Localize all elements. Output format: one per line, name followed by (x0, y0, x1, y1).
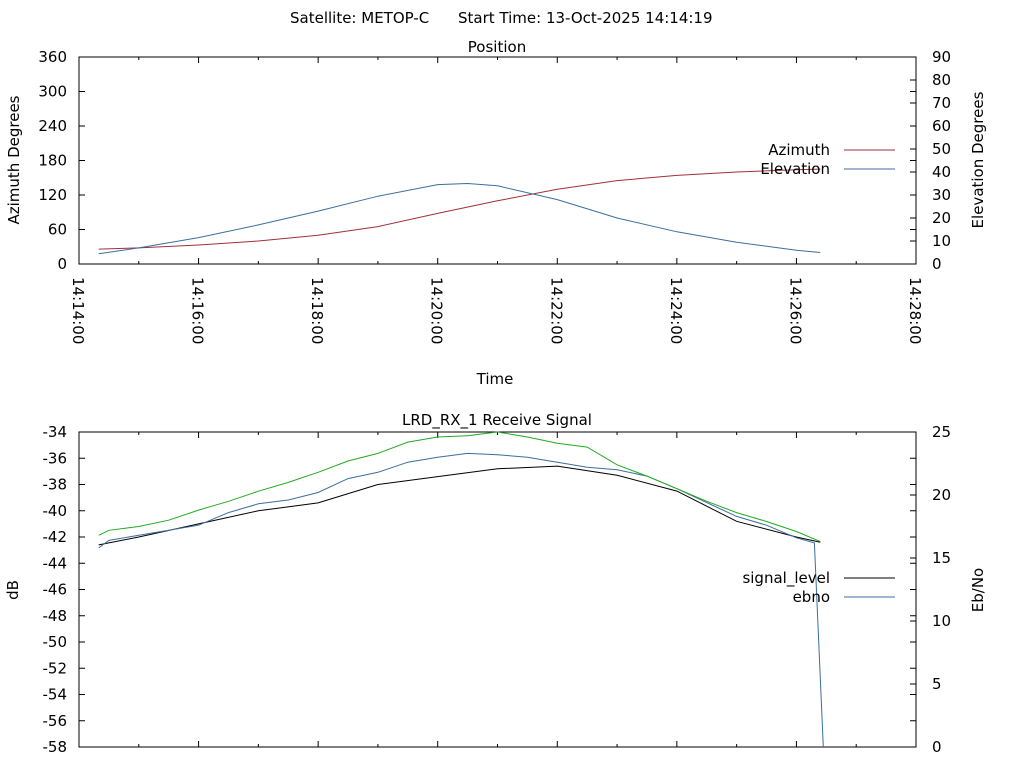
y-tick-label: -52 (43, 659, 68, 677)
y2-tick-label: 60 (932, 117, 951, 135)
signal-x-axis (78, 432, 917, 747)
y-tick-label: -58 (43, 738, 68, 756)
position-title: Position (468, 38, 526, 56)
signal-series (98, 431, 824, 748)
y-tick-label: 180 (38, 152, 67, 170)
position-x-axis: 14:14:00 14:16:00 14:18:00 14:20:00 14:22:00… (69, 57, 924, 344)
position-series (98, 168, 821, 255)
y-tick-label: 240 (38, 117, 67, 135)
signal-y2label: Eb/No (969, 568, 987, 612)
legend-label-ebno: ebno (793, 588, 830, 606)
series-line-elevation (98, 182, 821, 255)
y-tick-label: -48 (43, 607, 68, 625)
y-tick-label: -36 (43, 449, 68, 467)
y-tick-label: -40 (43, 502, 68, 520)
x-tick-label: 14:20:00 (428, 277, 446, 344)
y2-tick-label: 80 (932, 71, 951, 89)
x-tick-label: 14:28:00 (906, 277, 924, 344)
y2-tick-label: 25 (932, 423, 951, 441)
y-tick-label: 300 (38, 83, 67, 101)
signal-y-axis: -34 -36 -38 -40 -42 -44 -46 -48 -50 -52 -54 -56 -58 (43, 423, 916, 756)
y-tick-label: -34 (43, 423, 68, 441)
y-tick-label: 60 (48, 221, 67, 239)
y2-tick-label: 70 (932, 94, 951, 112)
signal-title: LRD_RX_1 Receive Signal (402, 411, 592, 430)
x-tick-label: 14:18:00 (308, 277, 326, 344)
y-tick-label: -38 (43, 476, 68, 494)
y2-tick-label: 0 (932, 738, 942, 756)
legend-label-signal-level: signal_level (742, 569, 830, 588)
position-y2-axis: 0 10 20 30 40 50 60 70 80 90 (910, 48, 951, 273)
series-line-ebno (98, 452, 824, 748)
start-time-label: Start Time: 13-Oct-2025 14:14:19 (458, 9, 713, 27)
y-tick-label: 0 (57, 255, 67, 273)
y2-tick-label: 10 (932, 612, 951, 630)
y2-tick-label: 90 (932, 48, 951, 66)
y2-tick-label: 20 (932, 486, 951, 504)
series-line-signal-level (98, 465, 821, 546)
y2-tick-label: 20 (932, 209, 951, 227)
satellite-label: Satellite: METOP-C (290, 9, 429, 27)
y2-tick-label: 0 (932, 255, 942, 273)
x-tick-label: 14:16:00 (189, 277, 207, 344)
position-y2label: Elevation Degrees (969, 91, 987, 228)
legend-label-elevation: Elevation (760, 160, 830, 178)
position-ylabel: Azimuth Degrees (5, 95, 23, 224)
series-line-azimuth (98, 168, 821, 250)
signal-ylabel: dB (4, 580, 22, 600)
signal-plot-frame (78, 431, 917, 748)
y-tick-label: -50 (43, 633, 68, 651)
y-tick-label: -42 (43, 528, 68, 546)
signal-y2-axis: 0 5 10 15 20 25 (910, 423, 951, 756)
y2-tick-label: 30 (932, 186, 951, 204)
y2-tick-label: 15 (932, 549, 951, 567)
x-tick-label: 14:26:00 (786, 277, 804, 344)
y2-tick-label: 50 (932, 140, 951, 158)
position-chart: Position 0 60 120 180 240 300 360 0 10 20 30 40 50 6… (5, 38, 987, 388)
y-tick-label: -54 (43, 686, 68, 704)
x-tick-label: 14:24:00 (667, 277, 685, 344)
x-tick-label: 14:22:00 (547, 277, 565, 344)
position-y-axis: 0 60 120 180 240 300 360 (38, 48, 916, 273)
y-tick-label: -44 (43, 554, 68, 572)
y-tick-label: 120 (38, 186, 67, 204)
x-tick-label: 14:14:00 (69, 277, 87, 344)
y-tick-label: -46 (43, 581, 68, 599)
y2-tick-label: 40 (932, 163, 951, 181)
series-line-series-2 (98, 431, 821, 543)
y-tick-label: -56 (43, 712, 68, 730)
y2-tick-label: 5 (932, 675, 942, 693)
signal-chart: LRD_RX_1 Receive Signal -34-36-38-40-42-… (4, 411, 987, 756)
y2-tick-label: 10 (932, 232, 951, 250)
position-xlabel: Time (476, 370, 514, 388)
legend-label-azimuth: Azimuth (768, 141, 830, 159)
y-tick-label: 360 (38, 48, 67, 66)
